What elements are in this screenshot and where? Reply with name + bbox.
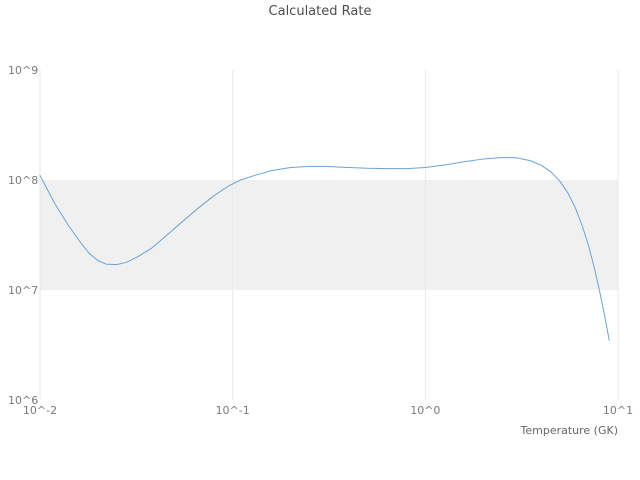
chart-title: Calculated Rate [268,4,372,19]
y-tick-label: 10^9 [8,64,38,77]
y-tick-label: 10^8 [8,174,38,187]
x-tick-label: 10^-2 [23,404,57,417]
shaded-band [40,180,618,290]
x-tick-label: 10^1 [603,404,633,417]
y-tick-label: 10^6 [8,394,38,407]
rate-curve [39,157,610,341]
x-tick-label: 10^-1 [216,404,250,417]
y-tick-label: 10^7 [8,284,38,297]
x-axis-title: Temperature (GK) [520,424,619,437]
x-tick-label: 10^0 [410,404,440,417]
